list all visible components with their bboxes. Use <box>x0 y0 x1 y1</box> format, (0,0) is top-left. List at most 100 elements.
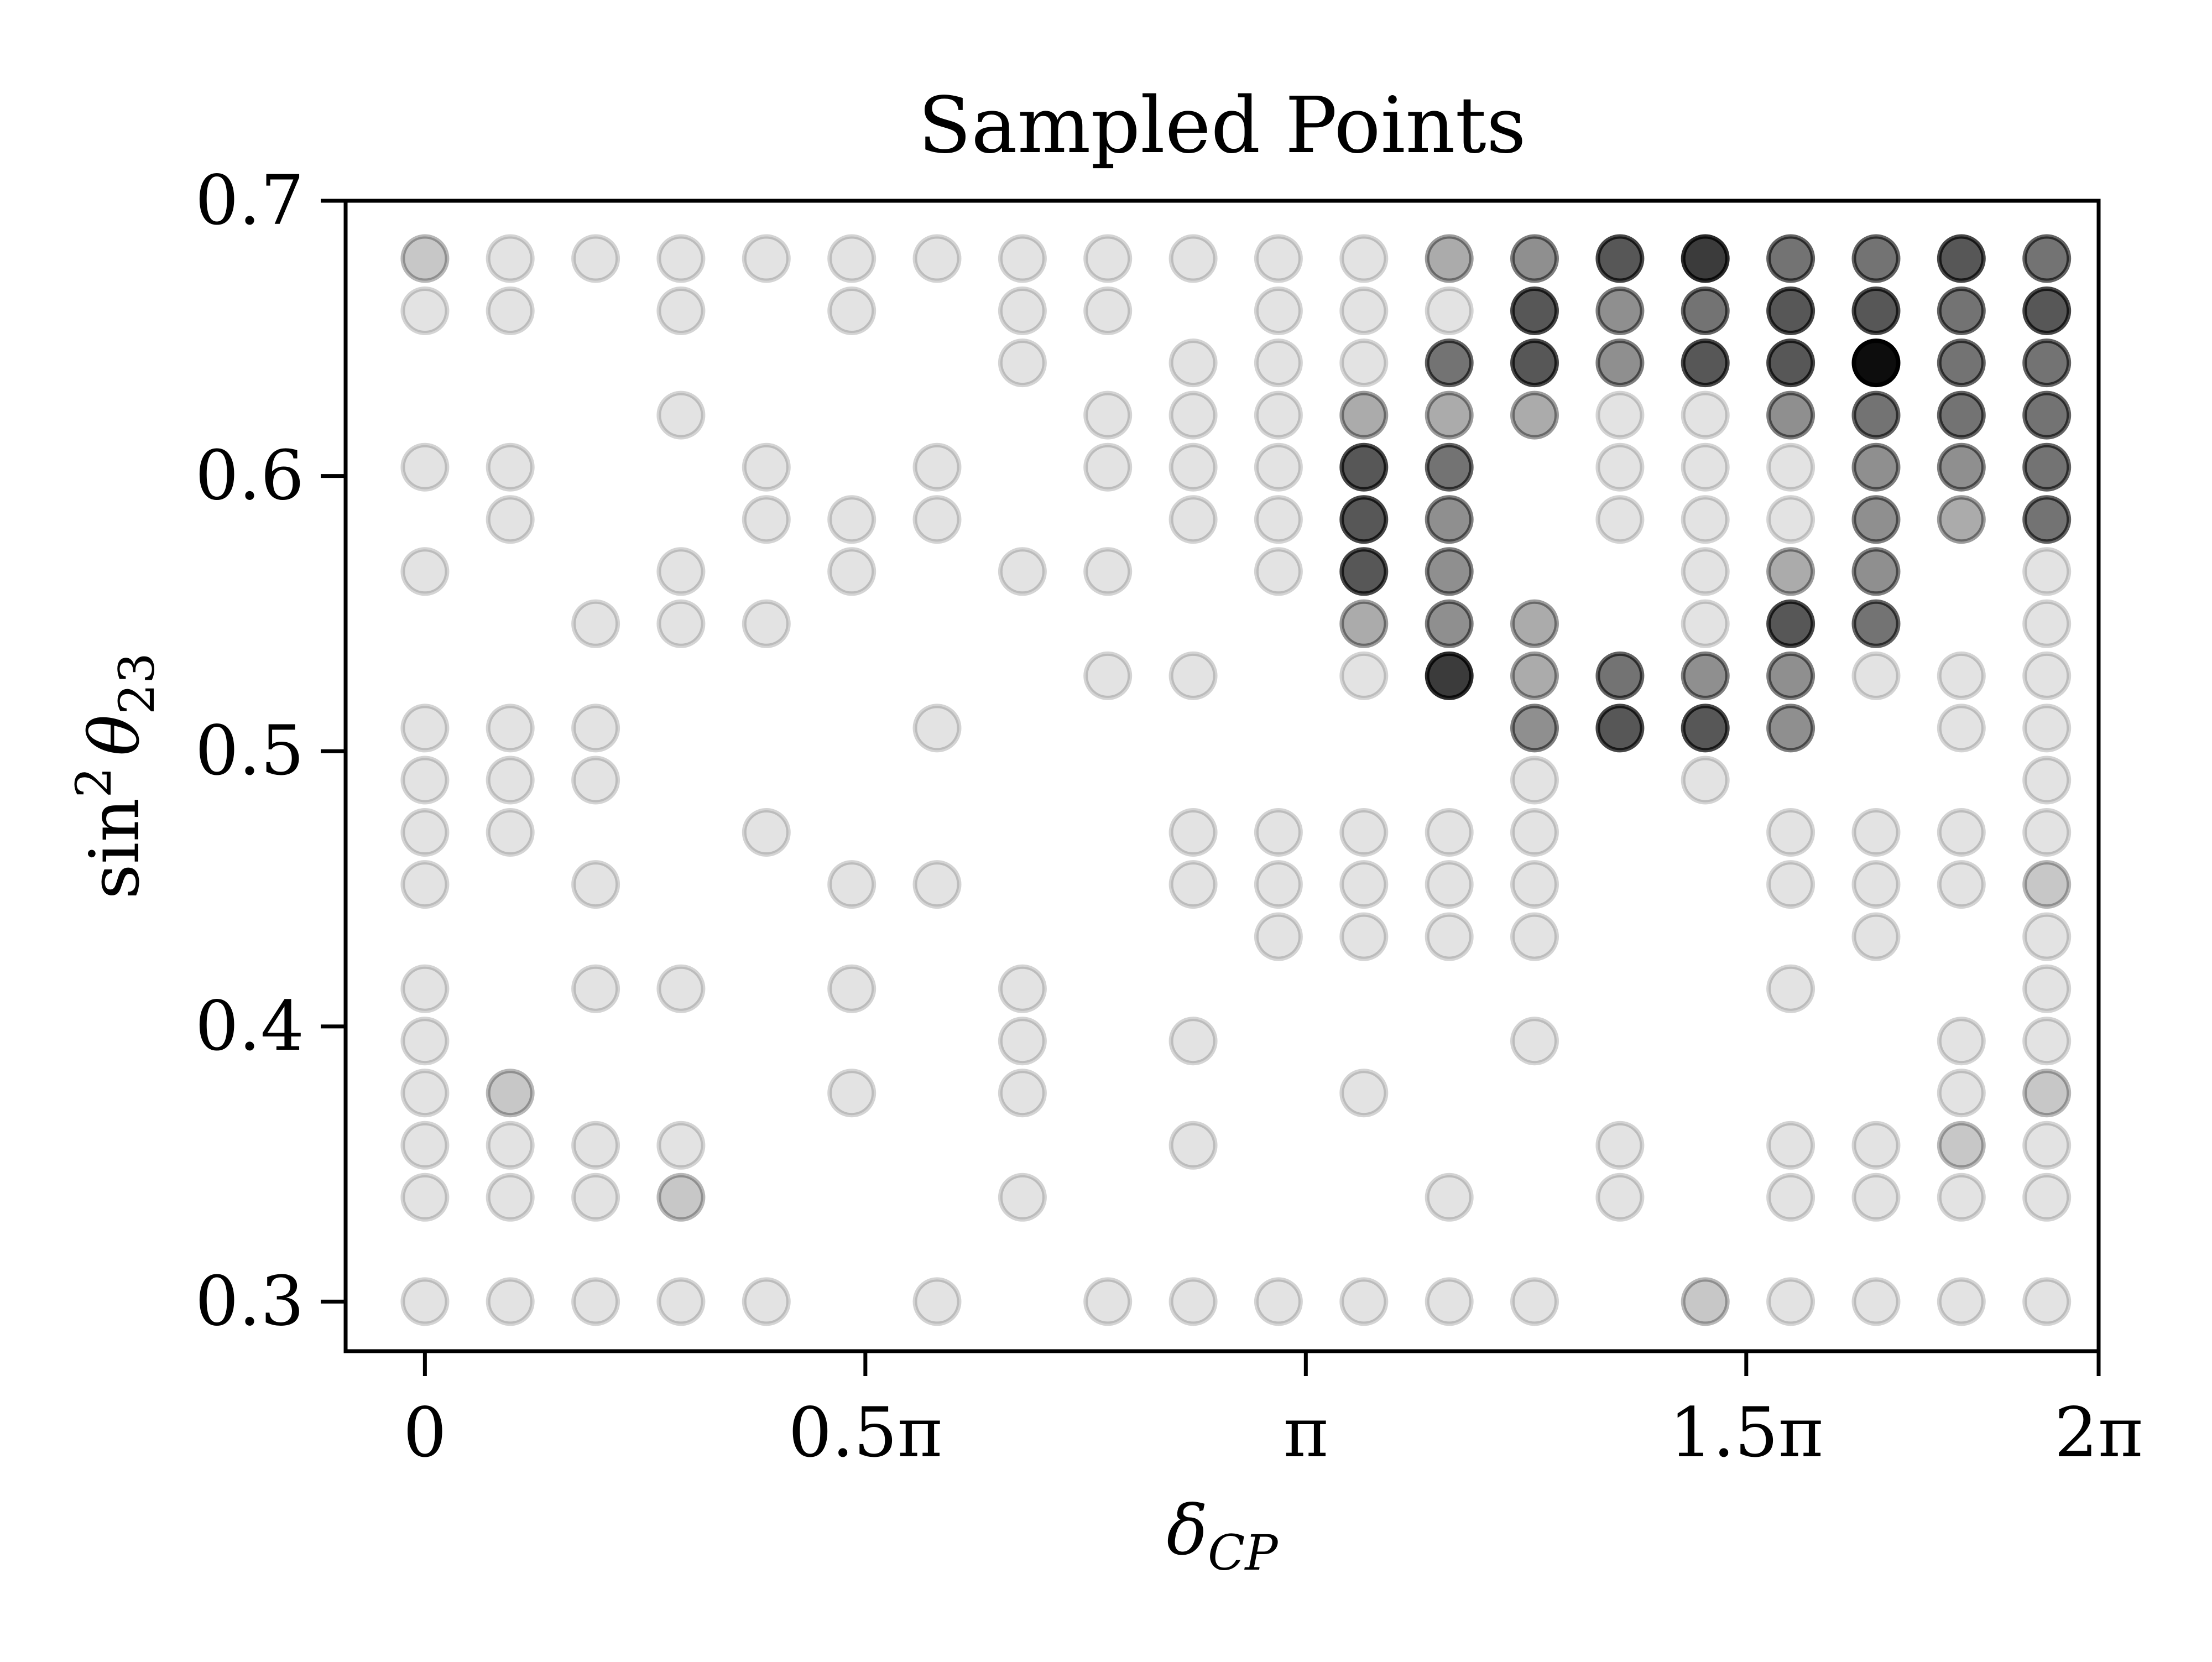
data-point <box>1766 860 1815 909</box>
data-point <box>1851 442 1901 492</box>
data-point <box>1168 1017 1218 1066</box>
data-point <box>1254 808 1303 857</box>
data-point <box>656 234 706 283</box>
data-point <box>400 234 450 283</box>
data-point <box>1937 651 1986 700</box>
data-point <box>1168 442 1218 492</box>
data-point <box>1595 234 1645 283</box>
data-point <box>827 286 877 335</box>
x-axis-label-sub: CP <box>1208 1524 1279 1581</box>
data-point <box>1851 599 1901 648</box>
data-point <box>1083 286 1133 335</box>
data-point <box>656 390 706 440</box>
data-point <box>1766 1277 1815 1326</box>
data-point <box>1595 704 1645 753</box>
data-point <box>1937 442 1986 492</box>
data-point <box>1254 234 1303 283</box>
data-point <box>1851 234 1901 283</box>
data-point <box>400 808 450 857</box>
y-axis-label-sup: 2 <box>65 767 122 798</box>
data-point <box>998 286 1047 335</box>
data-point <box>1339 808 1389 857</box>
data-point <box>1766 599 1815 648</box>
data-point <box>1510 1277 1559 1326</box>
data-point <box>1425 912 1474 961</box>
data-point <box>827 964 877 1013</box>
data-point <box>1425 390 1474 440</box>
data-point <box>1937 390 1986 440</box>
data-point <box>486 234 535 283</box>
data-point <box>1681 495 1730 544</box>
data-point <box>1425 808 1474 857</box>
data-point <box>1937 1277 1986 1326</box>
data-point <box>1083 390 1133 440</box>
data-point <box>486 1121 535 1170</box>
data-point <box>1425 234 1474 283</box>
data-point <box>1851 1277 1901 1326</box>
y-tick-label: 0.6 <box>195 436 304 516</box>
data-point <box>998 338 1047 388</box>
data-point <box>2022 756 2072 805</box>
data-point <box>1083 651 1133 700</box>
data-point <box>1510 286 1559 335</box>
data-point <box>1851 338 1901 388</box>
data-point <box>2022 651 2072 700</box>
data-point <box>2022 442 2072 492</box>
data-point <box>912 704 962 753</box>
data-point <box>571 234 620 283</box>
data-point <box>827 1069 877 1118</box>
data-point <box>656 286 706 335</box>
data-point <box>1339 912 1389 961</box>
data-point <box>400 286 450 335</box>
data-point <box>1681 1277 1730 1326</box>
data-point <box>1510 704 1559 753</box>
data-point <box>486 495 535 544</box>
data-point <box>1681 651 1730 700</box>
data-point <box>400 442 450 492</box>
data-point <box>1339 442 1389 492</box>
data-point <box>1851 1121 1901 1170</box>
data-point <box>400 704 450 753</box>
x-tick-label: 0 <box>403 1393 447 1473</box>
x-tick-label: 2π <box>2054 1393 2143 1473</box>
data-point <box>1937 338 1986 388</box>
y-tick-label: 0.3 <box>195 1262 304 1341</box>
data-point <box>2022 390 2072 440</box>
data-point <box>2022 704 2072 753</box>
data-point <box>656 1121 706 1170</box>
data-point <box>1425 1173 1474 1222</box>
data-point <box>1595 390 1645 440</box>
data-point <box>1937 234 1986 283</box>
data-point <box>2022 808 2072 857</box>
data-point <box>2022 1017 2072 1066</box>
data-point <box>1168 234 1218 283</box>
data-point <box>400 860 450 909</box>
data-point <box>1937 495 1986 544</box>
data-point <box>827 860 877 909</box>
data-point <box>1083 547 1133 596</box>
data-point <box>1681 442 1730 492</box>
data-point <box>827 234 877 283</box>
data-point <box>571 704 620 753</box>
ticks-layer: 0 0.5π π 1.5π 2π 0.3 0.4 0.5 0.6 0.7 <box>195 161 2143 1473</box>
data-point <box>571 1277 620 1326</box>
y-axis-label-fn: sin <box>75 798 155 899</box>
data-point <box>1937 860 1986 909</box>
y-tick-label: 0.7 <box>195 161 304 241</box>
data-point <box>1339 286 1389 335</box>
data-point <box>1766 808 1815 857</box>
data-point <box>1168 1277 1218 1326</box>
data-point <box>1339 338 1389 388</box>
data-point <box>1595 338 1645 388</box>
data-point <box>400 756 450 805</box>
data-point <box>1510 338 1559 388</box>
data-point <box>1339 599 1389 648</box>
x-tick-label: 1.5π <box>1669 1393 1823 1473</box>
data-point <box>1425 860 1474 909</box>
data-point <box>1254 390 1303 440</box>
data-point <box>742 495 791 544</box>
x-axis-label: δCP <box>1166 1491 1279 1581</box>
y-axis-label-sub: 23 <box>108 653 165 715</box>
data-point <box>1339 1277 1389 1326</box>
